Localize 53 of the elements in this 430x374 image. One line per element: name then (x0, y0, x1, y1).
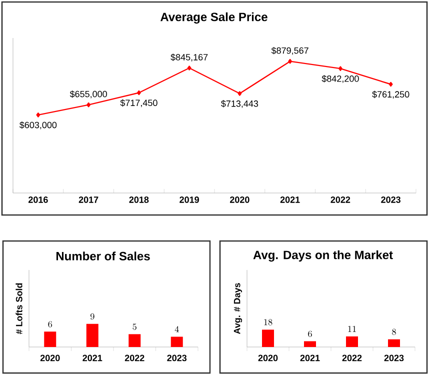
point (338, 66, 342, 71)
x-tick-label: 2021 (82, 354, 102, 362)
point (136, 90, 141, 96)
data-label: $603,000 (20, 121, 57, 130)
y-axis-title: # Lofts Sold (16, 283, 22, 334)
point (288, 58, 292, 64)
chart-title: Number of Sales (56, 252, 150, 260)
x-tick-label: 2023 (381, 196, 400, 203)
data-label: $655,000 (70, 90, 107, 98)
x-tick-label: 2018 (129, 196, 149, 203)
x-tick-label: 2023 (384, 354, 404, 362)
data-label: 6 (48, 321, 52, 328)
bar (262, 330, 274, 347)
x-tick-label: 2017 (78, 196, 98, 203)
chart-title: Avg. Days on the Market (253, 250, 393, 262)
bar (86, 324, 98, 347)
bar (170, 336, 183, 347)
point (36, 112, 40, 118)
data-label: $713,443 (221, 100, 258, 108)
x-tick-label: 2021 (280, 196, 300, 203)
x-tick-label: 2016 (28, 196, 48, 203)
data-label: $842,200 (322, 75, 359, 83)
x-tick-label: 2022 (330, 196, 350, 203)
x-tick-label: 2020 (40, 354, 60, 362)
x-tick-label: 2023 (167, 354, 187, 362)
y-axis-title: Avg. # Days (234, 283, 242, 334)
data-label: $761,250 (372, 90, 410, 99)
data-label: 11 (348, 326, 356, 332)
bar (388, 339, 400, 347)
data-label: $879,567 (271, 46, 308, 55)
x-tick-label: 2020 (230, 196, 250, 203)
data-label: 4 (174, 326, 179, 332)
x-tick-label: 2019 (180, 196, 199, 203)
data-label: $845,167 (170, 54, 208, 62)
x-tick-label: 2022 (342, 354, 362, 362)
point (238, 91, 242, 96)
data-label: 5 (132, 324, 136, 330)
x-tick-label: 2020 (258, 354, 278, 362)
point (86, 102, 91, 108)
point (187, 66, 192, 70)
data-label: $717,450 (120, 99, 158, 108)
chart-title: Average Sale Price (160, 12, 268, 24)
bar (128, 334, 141, 347)
x-tick-label: 2021 (300, 354, 320, 362)
data-label: 9 (90, 313, 94, 320)
bar (304, 341, 316, 347)
bar (44, 332, 56, 347)
data-label: 6 (308, 330, 312, 337)
data-label: 18 (264, 319, 272, 326)
point (388, 82, 393, 87)
data-label: 8 (392, 328, 396, 335)
bar (346, 336, 358, 347)
x-tick-label: 2022 (124, 354, 144, 362)
